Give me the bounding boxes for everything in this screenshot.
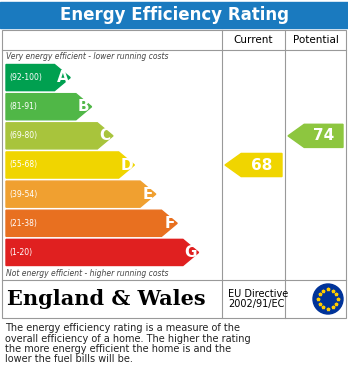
Polygon shape	[6, 210, 177, 236]
Text: (55-68): (55-68)	[9, 160, 37, 170]
Bar	[0, 2, 348, 28]
Polygon shape	[6, 65, 70, 91]
Text: (92-100): (92-100)	[9, 73, 42, 82]
Polygon shape	[6, 93, 92, 120]
Text: lower the fuel bills will be.: lower the fuel bills will be.	[5, 355, 133, 364]
Text: (39-54): (39-54)	[9, 190, 37, 199]
Text: E: E	[143, 187, 153, 202]
Text: the more energy efficient the home is and the: the more energy efficient the home is an…	[5, 344, 231, 354]
Text: D: D	[120, 158, 133, 172]
Text: The energy efficiency rating is a measure of the: The energy efficiency rating is a measur…	[5, 323, 240, 333]
Circle shape	[313, 284, 343, 314]
Polygon shape	[6, 181, 156, 207]
Text: 2002/91/EC: 2002/91/EC	[228, 299, 284, 309]
Text: (1-20): (1-20)	[9, 248, 32, 257]
Text: overall efficiency of a home. The higher the rating: overall efficiency of a home. The higher…	[5, 334, 251, 344]
Polygon shape	[6, 152, 134, 178]
Bar	[2, 30, 346, 318]
Polygon shape	[6, 123, 113, 149]
Text: Potential: Potential	[293, 35, 339, 45]
Text: Very energy efficient - lower running costs: Very energy efficient - lower running co…	[6, 52, 168, 61]
Text: 68: 68	[251, 158, 272, 172]
Text: EU Directive: EU Directive	[228, 289, 288, 299]
Text: (21-38): (21-38)	[9, 219, 37, 228]
Text: Not energy efficient - higher running costs: Not energy efficient - higher running co…	[6, 269, 168, 278]
Text: (69-80): (69-80)	[9, 131, 37, 140]
Text: England & Wales: England & Wales	[7, 289, 206, 309]
Text: Current: Current	[234, 35, 273, 45]
Text: B: B	[78, 99, 89, 114]
Polygon shape	[6, 239, 199, 265]
Polygon shape	[288, 124, 343, 147]
Text: A: A	[56, 70, 68, 85]
Text: Energy Efficiency Rating: Energy Efficiency Rating	[60, 6, 288, 24]
Polygon shape	[225, 153, 282, 177]
Text: F: F	[164, 216, 175, 231]
Text: 74: 74	[313, 128, 334, 143]
Text: (81-91): (81-91)	[9, 102, 37, 111]
Text: C: C	[100, 128, 111, 143]
Text: G: G	[184, 245, 197, 260]
